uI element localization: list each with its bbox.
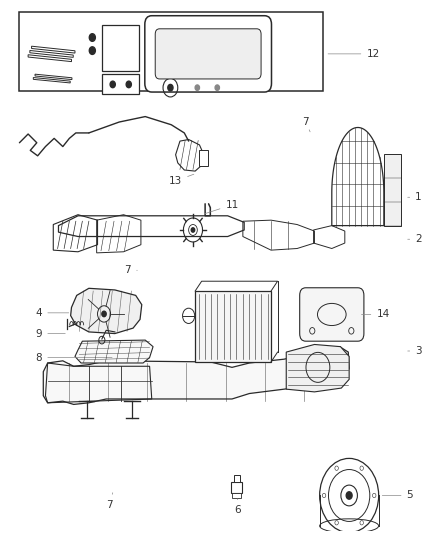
Text: 12: 12 bbox=[328, 49, 380, 59]
Bar bbox=[195, 291, 271, 362]
Bar bbox=[199, 150, 208, 166]
Circle shape bbox=[191, 228, 195, 232]
Text: 5: 5 bbox=[382, 490, 413, 500]
Polygon shape bbox=[75, 340, 153, 363]
Text: 9: 9 bbox=[35, 328, 65, 338]
Bar bbox=[233, 492, 241, 498]
Circle shape bbox=[126, 81, 131, 87]
Text: 14: 14 bbox=[361, 310, 390, 319]
FancyBboxPatch shape bbox=[155, 29, 261, 79]
Circle shape bbox=[89, 47, 95, 54]
Text: 4: 4 bbox=[35, 308, 69, 318]
Text: 6: 6 bbox=[234, 499, 241, 515]
Circle shape bbox=[215, 85, 219, 91]
Polygon shape bbox=[286, 344, 349, 392]
Circle shape bbox=[195, 85, 199, 91]
Text: 7: 7 bbox=[303, 117, 310, 132]
Bar bbox=[102, 74, 139, 94]
Polygon shape bbox=[71, 288, 142, 334]
Bar bbox=[384, 154, 401, 225]
Text: 7: 7 bbox=[124, 265, 137, 276]
Text: 8: 8 bbox=[35, 352, 112, 362]
Bar bbox=[19, 12, 323, 92]
FancyBboxPatch shape bbox=[300, 288, 364, 341]
Text: 13: 13 bbox=[169, 174, 194, 186]
Circle shape bbox=[346, 492, 352, 499]
Text: 2: 2 bbox=[408, 234, 422, 244]
Bar bbox=[231, 482, 242, 492]
Circle shape bbox=[89, 34, 95, 42]
Bar bbox=[102, 25, 139, 71]
Text: 3: 3 bbox=[408, 346, 422, 356]
Circle shape bbox=[110, 81, 115, 87]
Circle shape bbox=[168, 84, 173, 91]
Text: 11: 11 bbox=[204, 200, 239, 214]
Text: 7: 7 bbox=[106, 492, 113, 510]
Polygon shape bbox=[43, 346, 349, 405]
FancyBboxPatch shape bbox=[145, 15, 272, 92]
Text: 1: 1 bbox=[408, 192, 422, 202]
Text: 10: 10 bbox=[300, 327, 343, 337]
Circle shape bbox=[102, 311, 106, 317]
Bar bbox=[234, 475, 240, 482]
